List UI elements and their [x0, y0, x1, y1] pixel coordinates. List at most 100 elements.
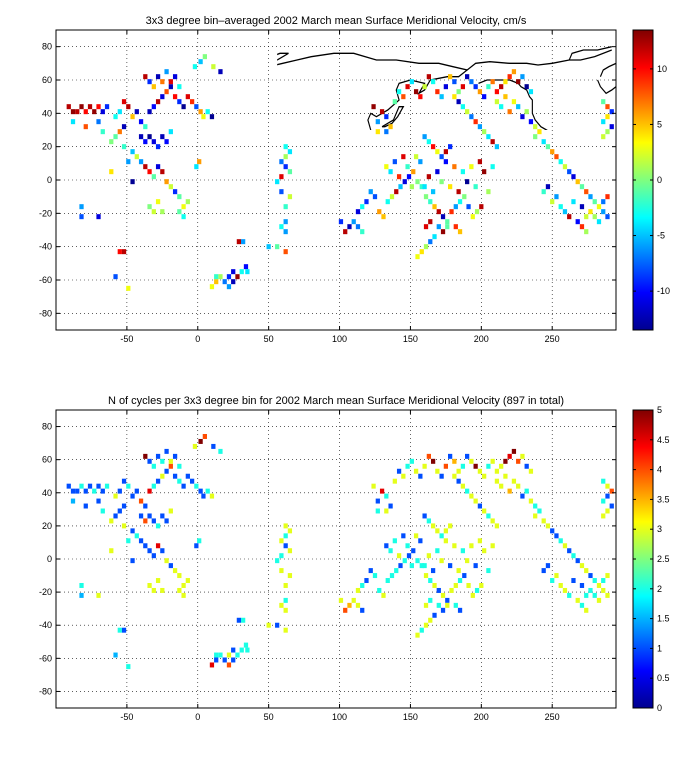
data-cell	[181, 214, 186, 220]
data-cell	[104, 483, 110, 489]
data-cell	[160, 548, 165, 554]
data-cell	[194, 104, 199, 110]
data-cell	[426, 518, 431, 524]
data-cell	[194, 543, 199, 549]
data-cell	[418, 538, 423, 544]
data-cell	[533, 503, 538, 509]
data-cell	[87, 483, 93, 489]
data-cell	[389, 573, 395, 579]
data-cell	[524, 109, 529, 115]
data-cell	[494, 89, 500, 95]
data-cell	[567, 214, 572, 220]
data-cell	[79, 583, 84, 588]
data-cell	[554, 154, 559, 160]
data-cell	[160, 513, 165, 519]
data-cell	[528, 468, 534, 474]
data-cell	[422, 563, 427, 569]
data-cell	[605, 573, 610, 579]
data-cell	[235, 274, 240, 280]
data-cell	[117, 249, 122, 255]
data-cell	[287, 528, 293, 534]
data-cell	[511, 99, 517, 105]
data-cell	[473, 563, 478, 569]
data-cell	[222, 279, 227, 285]
data-cell	[415, 179, 420, 185]
data-cell	[355, 602, 361, 608]
data-cell	[494, 523, 500, 529]
data-cell	[389, 194, 395, 200]
data-cell	[436, 587, 441, 593]
data-cell	[181, 592, 186, 598]
data-cell	[283, 154, 288, 160]
data-cell	[396, 174, 402, 180]
data-cell	[130, 528, 135, 534]
data-cell	[426, 453, 431, 459]
data-cell	[605, 104, 610, 110]
data-cell	[172, 189, 178, 195]
data-cell	[66, 483, 71, 489]
data-cell	[266, 244, 271, 250]
data-cell	[605, 214, 610, 220]
data-cell	[452, 79, 457, 85]
data-cell	[469, 164, 474, 170]
data-cell	[418, 94, 423, 100]
x-tick-label: -50	[120, 334, 133, 344]
y-tick-label: 60	[42, 455, 52, 465]
data-cell	[571, 578, 576, 584]
data-cell	[143, 453, 148, 459]
data-cell	[436, 224, 441, 230]
data-cell	[609, 124, 614, 130]
data-cell	[283, 229, 288, 235]
data-cell	[584, 607, 589, 613]
data-cell	[426, 553, 431, 559]
data-cell	[70, 119, 76, 125]
data-cell	[405, 463, 410, 469]
data-cell	[601, 119, 606, 125]
data-cell	[486, 84, 491, 90]
data-cell	[473, 463, 478, 469]
data-cell	[469, 114, 474, 120]
data-cell	[435, 149, 440, 155]
data-cell	[245, 647, 250, 653]
y-tick-label: 40	[42, 108, 52, 118]
data-cell	[283, 249, 288, 255]
data-cell	[584, 214, 589, 220]
data-cell	[469, 493, 474, 499]
data-cell	[584, 229, 589, 235]
data-cell	[462, 194, 467, 200]
data-cell	[375, 129, 380, 135]
data-cell	[168, 79, 173, 85]
data-cell	[211, 443, 216, 449]
data-cell	[243, 264, 249, 270]
data-cell	[388, 548, 393, 554]
data-cell	[545, 184, 551, 190]
data-cell	[605, 493, 610, 499]
data-cell	[460, 548, 466, 554]
data-cell	[494, 144, 500, 150]
data-cell	[486, 463, 491, 469]
data-cell	[588, 587, 593, 593]
y-tick-label: -60	[39, 275, 52, 285]
data-cell	[236, 617, 242, 623]
data-cell	[194, 483, 199, 489]
y-tick-label: -60	[39, 653, 52, 663]
data-cell	[283, 523, 288, 529]
data-cell	[388, 503, 393, 509]
data-cell	[494, 478, 500, 484]
data-cell	[134, 488, 139, 494]
data-cell	[439, 533, 444, 539]
data-cell	[541, 189, 546, 195]
data-cell	[609, 503, 614, 509]
data-cell	[92, 109, 97, 115]
data-cell	[198, 109, 203, 115]
data-cell	[398, 563, 403, 569]
data-cell	[360, 229, 365, 235]
data-cell	[456, 189, 461, 195]
y-tick-label: -80	[39, 308, 52, 318]
data-cell	[384, 508, 389, 514]
data-cell	[428, 597, 433, 603]
data-cell	[499, 84, 504, 90]
data-cell	[164, 468, 169, 474]
data-cell	[486, 189, 491, 195]
